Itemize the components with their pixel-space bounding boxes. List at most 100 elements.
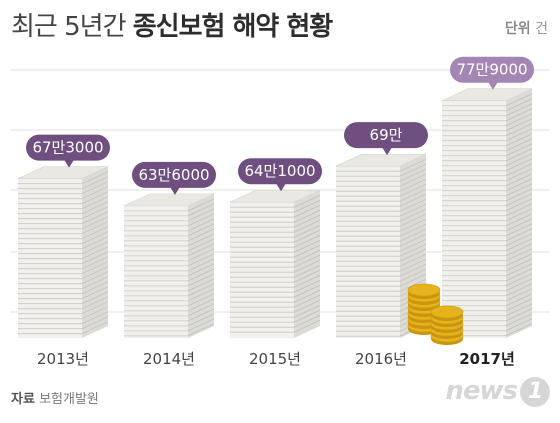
news1-logo: news 1 [445,376,550,407]
paper-line-side [399,243,427,257]
paper-line-side [187,283,215,297]
label-bubble [132,161,216,188]
paper-line-side [293,219,321,233]
paper-line-side [505,248,533,262]
paper-line-side [505,143,533,157]
paper-line-side [81,236,109,250]
paper-line-side [399,273,427,287]
paper-line-side [505,273,533,287]
bar-top [335,153,427,167]
paper-line-side [187,303,215,317]
paper-line-side [505,193,533,207]
paper-line-side [81,171,109,185]
paper-line-side [505,158,533,172]
paper-line-side [399,253,427,267]
data-label-text: 63만6000 [138,166,209,184]
bar [229,189,321,338]
paper-line-side [505,318,533,332]
paper-line-side [505,93,533,107]
paper-line-side [81,176,109,190]
paper-line-side [81,216,109,230]
paper-line-side [505,313,533,327]
paper-line-side [399,173,427,187]
paper-line-side [187,253,215,267]
label-pointer [170,186,180,195]
label-bubble [238,158,322,185]
paper-line-side [505,213,533,227]
paper-line-side [293,239,321,253]
paper-line-side [81,231,109,245]
paper-line-side [81,181,109,195]
paper-line-side [81,201,109,215]
bar-top [17,166,109,179]
paper-line-side [505,278,533,292]
data-label: 63만6000 [132,161,216,195]
paper-line-side [293,264,321,278]
paper-line-side [505,323,533,337]
bar-front [336,166,400,338]
paper-line-side [293,259,321,273]
paper-line-side [399,238,427,252]
paper-line-side [399,278,427,292]
paper-line-side [81,211,109,225]
paper-line-side [505,163,533,177]
paper-line-side [187,308,215,322]
paper-line-side [399,258,427,272]
paper-line-side [81,191,109,205]
paper-line-side [293,304,321,318]
data-label-text: 67만3000 [32,139,103,157]
paper-line-side [505,298,533,312]
paper-line-side [505,128,533,142]
paper-line-side [505,198,533,212]
paper-line-side [187,248,215,262]
bars [17,88,533,338]
paper-line-side [81,186,109,200]
paper-line-side [81,311,109,325]
paper-line-side [293,274,321,288]
paper-line-side [505,183,533,197]
x-tick-label: 2014년 [143,350,195,368]
paper-line-side [505,218,533,232]
paper-line-side [187,228,215,242]
data-label: 69만 [344,122,428,156]
paper-line-side [81,316,109,330]
paper-line-side [293,284,321,298]
paper-line-side [505,233,533,247]
bar [441,88,533,338]
paper-line-side [293,289,321,303]
paper-line-side [187,263,215,277]
paper-line-side [81,241,109,255]
paper-line-side [187,198,215,212]
paper-line-side [81,221,109,235]
source-value: 보험개발원 [39,392,99,407]
paper-line-side [187,278,215,292]
data-label: 77만9000 [450,56,534,90]
paper-line-side [399,228,427,242]
paper-line-side [505,178,533,192]
paper-line-side [293,194,321,208]
paper-line-side [505,168,533,182]
paper-line-side [187,323,215,337]
data-labels: 67만3000 63만6000 64만1000 69만 77만9000 [26,56,534,195]
paper-line-side [293,234,321,248]
paper-line-side [505,263,533,277]
title-main: 종신보험 해약 현황 [132,12,333,42]
paper-line-side [399,263,427,277]
paper-line-side [187,298,215,312]
paper-line-side [505,268,533,282]
paper-line-side [399,203,427,217]
paper-line-side [505,308,533,322]
paper-line-side [399,198,427,212]
paper-line-side [399,163,427,177]
bar-front [230,202,294,338]
paper-line-side [187,238,215,252]
paper-line-side [293,314,321,328]
paper-line-side [399,183,427,197]
source-label: 자료 [11,392,35,407]
label-bubble [26,134,110,161]
paper-line-side [505,153,533,167]
paper-line-side [187,288,215,302]
paper-line-side [505,283,533,297]
paper-line-side [81,246,109,260]
bar-side [506,88,532,338]
